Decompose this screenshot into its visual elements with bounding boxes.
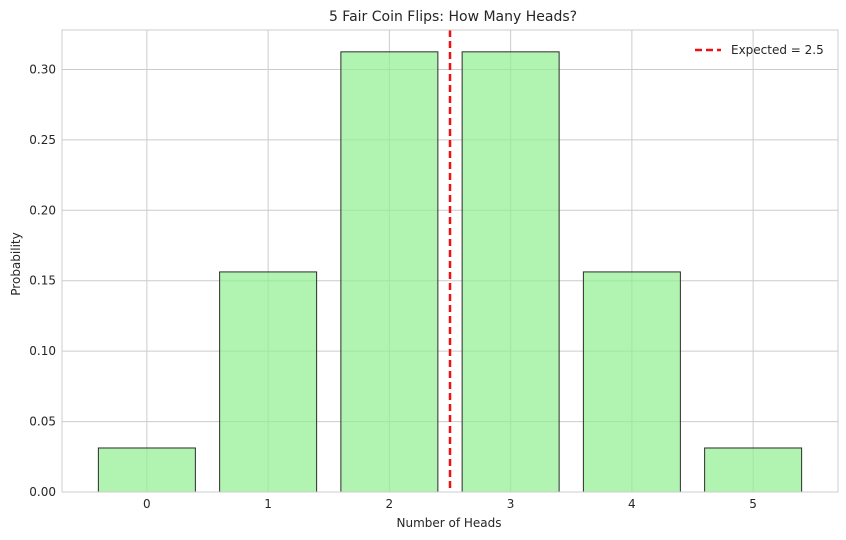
- y-tick-labels: 0.00 0.05 0.10 0.15 0.20 0.25 0.30: [29, 62, 56, 499]
- legend-label-expected: Expected = 2.5: [731, 43, 824, 57]
- y-axis-label: Probability: [9, 232, 23, 295]
- x-tick-label: 2: [386, 497, 394, 511]
- x-tick-label: 5: [749, 497, 757, 511]
- x-tick-label: 4: [628, 497, 636, 511]
- x-tick-label: 3: [507, 497, 515, 511]
- bar-heads-4: [582, 271, 681, 493]
- x-tick-labels: 0 1 2 3 4 5: [143, 497, 757, 511]
- x-tick-label: 1: [264, 497, 272, 511]
- y-tick-label: 0.05: [29, 415, 56, 429]
- bar-heads-1: [219, 271, 318, 493]
- y-tick-label: 0.25: [29, 133, 56, 147]
- y-tick-label: 0.30: [29, 62, 56, 76]
- x-tick-label: 0: [143, 497, 151, 511]
- bar-heads-2: [340, 51, 439, 493]
- bar-heads-5: [704, 447, 803, 493]
- bar-heads-0: [97, 447, 196, 493]
- y-tick-label: 0.15: [29, 274, 56, 288]
- y-tick-label: 0.00: [29, 485, 56, 499]
- x-axis-label: Number of Heads: [396, 516, 501, 530]
- chart-title: 5 Fair Coin Flips: How Many Heads?: [329, 9, 577, 25]
- plot-frame: [61, 29, 839, 493]
- y-tick-label: 0.10: [29, 344, 56, 358]
- bars-layer: [97, 51, 803, 493]
- bar-heads-3: [461, 51, 560, 493]
- y-tick-label: 0.20: [29, 203, 56, 217]
- legend: Expected = 2.5: [695, 43, 824, 57]
